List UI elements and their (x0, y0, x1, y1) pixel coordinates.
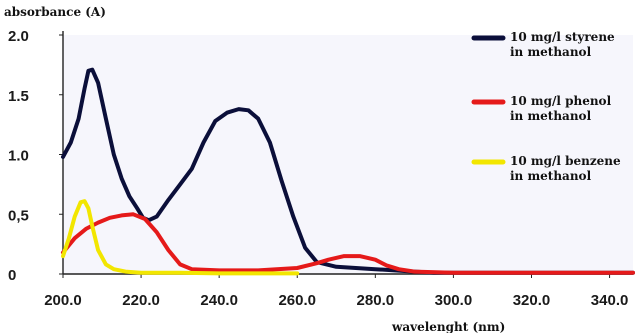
y-tick-label: 1.0 (8, 148, 29, 165)
legend-label-line2-2: in methanol (510, 169, 592, 183)
x-tick-label: 320.0 (513, 292, 551, 309)
x-tick-label: 240.0 (200, 292, 238, 309)
x-tick-label: 280.0 (357, 292, 395, 309)
y-tick-label: 2.0 (8, 28, 29, 45)
legend-label-line2-1: in methanol (510, 109, 592, 123)
y-tick-label: 1.5 (8, 88, 29, 105)
legend-label-1: 10 mg/l phenol (510, 94, 612, 108)
x-tick-label: 300.0 (435, 292, 473, 309)
x-axis-label: wavelenght (nm) (391, 320, 505, 333)
series-line-0 (61, 67, 635, 275)
x-tick-label: 220.0 (122, 292, 160, 309)
x-tick-label: 260.0 (278, 292, 316, 309)
series-line-2 (61, 199, 300, 276)
y-tick-label: 0,5 (8, 207, 29, 224)
y-tick-label: 0 (8, 267, 16, 284)
legend-label-0: 10 mg/l styrene (510, 30, 615, 44)
legend-label-2: 10 mg/l benzene (510, 154, 621, 168)
x-tick-label: 340.0 (591, 292, 629, 309)
series-line-1 (61, 212, 635, 275)
x-tick-label: 200.0 (44, 292, 82, 309)
y-axis-label: absorbance (A) (4, 5, 106, 19)
legend-label-line2-0: in methanol (510, 45, 592, 59)
